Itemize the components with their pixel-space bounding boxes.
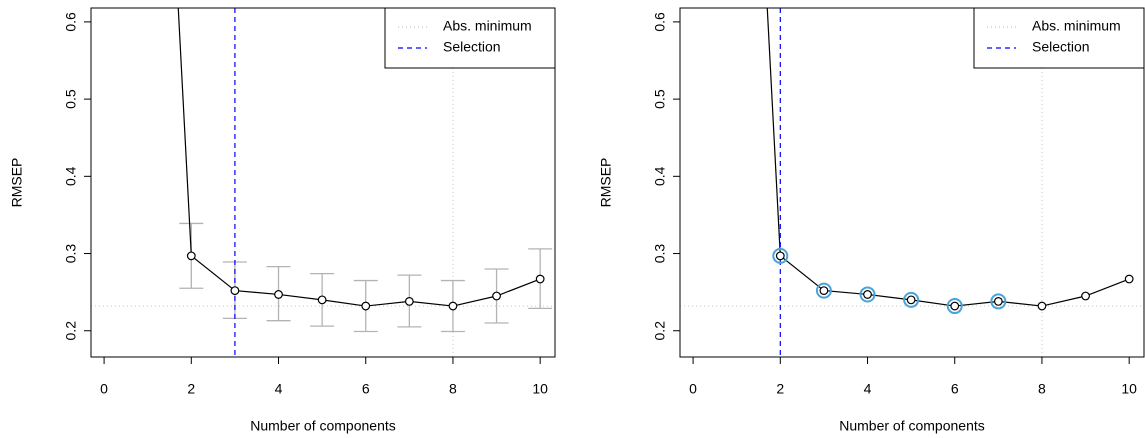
legend: Abs. minimum Selection	[973, 7, 1145, 69]
legend-box	[384, 7, 556, 69]
legend: Abs. minimum Selection	[384, 7, 556, 69]
x-tick-label: 0	[689, 381, 697, 397]
y-tick-label: 0.5	[63, 89, 79, 109]
x-tick-label: 0	[100, 381, 108, 397]
point	[1037, 301, 1047, 311]
plot-area	[680, 8, 1144, 357]
y-tick-label: 0.2	[652, 321, 668, 341]
x-axis-title: Number of components	[250, 418, 396, 434]
x-tick-label: 4	[275, 381, 283, 397]
x-axis-title: Number of components	[839, 418, 985, 434]
x-tick-label: 2	[776, 381, 784, 397]
x-tick-label: 6	[362, 381, 370, 397]
y-tick-label: 0.4	[63, 166, 79, 186]
highlight-ring	[946, 298, 963, 315]
point	[819, 286, 829, 295]
point	[448, 301, 458, 311]
legend-label: Selection	[443, 39, 501, 55]
plot-area	[91, 8, 555, 357]
x-tick-label: 10	[1121, 381, 1137, 397]
panel: 0.2 0.3 0.4 0.5 0.6 0 2 4 6 8 10 Number of componen…	[9, 7, 556, 434]
y-tick-label: 0.6	[63, 12, 79, 32]
point	[1081, 291, 1090, 301]
point	[404, 297, 414, 306]
point	[317, 295, 327, 305]
x-tick-label: 10	[532, 381, 548, 397]
point	[906, 295, 916, 305]
plot-frame	[90, 7, 556, 358]
highlight-ring	[903, 291, 920, 308]
legend-label: Abs. minimum	[443, 18, 532, 34]
point	[361, 301, 371, 311]
legend-box	[973, 7, 1145, 69]
highlight-ring	[990, 293, 1007, 310]
x-tick-label: 8	[1038, 381, 1046, 397]
y-axis-title: RMSEP	[9, 158, 25, 208]
y-tick-label: 0.3	[652, 244, 668, 264]
point	[950, 301, 960, 311]
point	[1124, 274, 1134, 284]
point	[535, 274, 545, 284]
point	[274, 290, 283, 299]
highlight-ring	[772, 247, 789, 264]
point	[230, 286, 240, 295]
x-tick-label: 4	[864, 381, 872, 397]
plot-frame	[679, 7, 1145, 358]
x-tick-label: 8	[449, 381, 457, 397]
y-tick-label: 0.2	[63, 321, 79, 341]
y-tick-label: 0.5	[652, 89, 668, 109]
point	[186, 251, 196, 261]
point	[863, 290, 872, 299]
x-tick-label: 2	[187, 381, 195, 397]
legend-label: Abs. minimum	[1032, 18, 1121, 34]
point	[993, 297, 1003, 306]
y-tick-label: 0.4	[652, 166, 668, 186]
point	[492, 291, 501, 301]
highlight-ring	[859, 286, 876, 303]
y-tick-label: 0.6	[652, 12, 668, 32]
highlight-ring	[815, 282, 832, 299]
y-tick-label: 0.3	[63, 244, 79, 264]
x-tick-label: 6	[951, 381, 959, 397]
legend-label: Selection	[1032, 39, 1090, 55]
panel: 0.2 0.3 0.4 0.5 0.6 0 2 4 6 8 10 Number of componen…	[598, 7, 1145, 434]
y-axis-title: RMSEP	[598, 158, 614, 208]
point	[775, 251, 785, 261]
